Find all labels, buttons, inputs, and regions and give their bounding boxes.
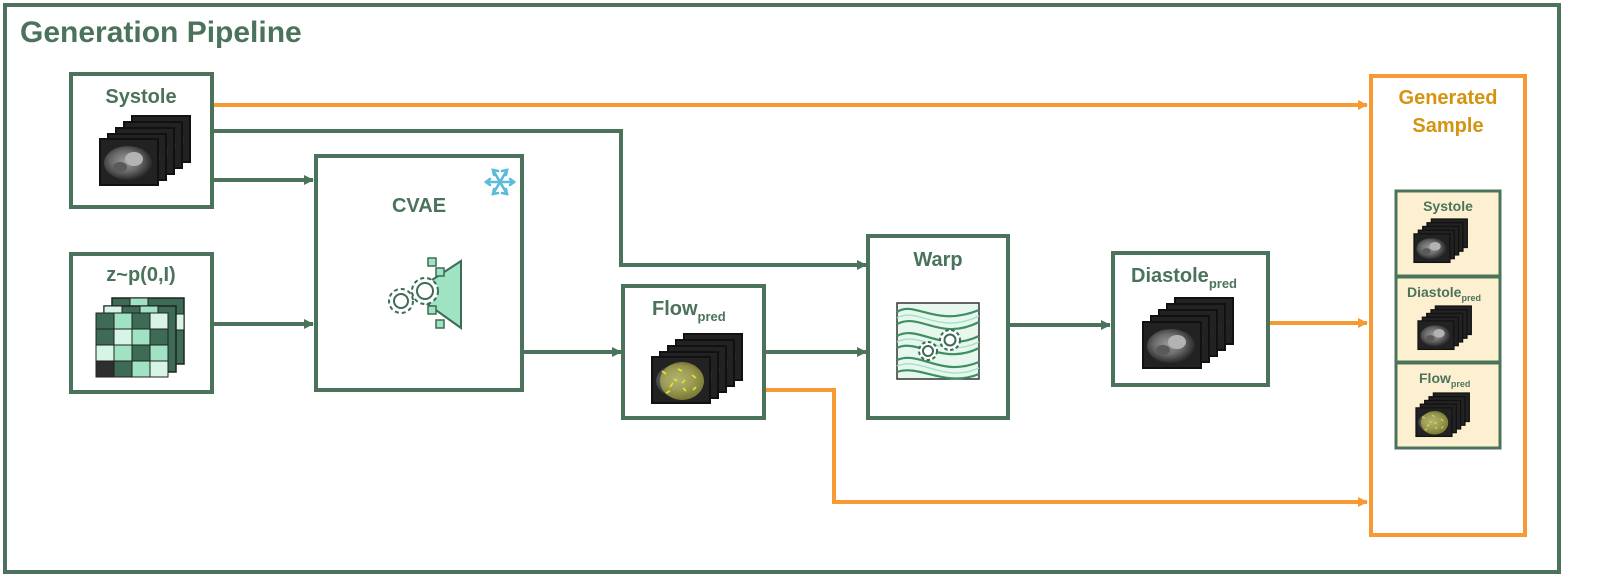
diastole-label: Diastolepred xyxy=(1131,265,1237,291)
cvae-label: CVAE xyxy=(392,195,446,217)
sample-item-diastole: Diastolepred xyxy=(1394,275,1502,364)
flow-node: Flowpred xyxy=(621,284,766,420)
sample-item-label: Flowpred xyxy=(1419,370,1470,389)
noise-label: z~p(0,I) xyxy=(106,264,175,286)
latent-grid xyxy=(95,312,169,378)
warp-node: Warp xyxy=(866,234,1010,420)
noise-node: z~p(0,I) xyxy=(69,252,214,394)
pipeline-title: Generation Pipeline xyxy=(20,16,302,49)
generated-sample-label-line2: Sample xyxy=(1412,115,1483,137)
model-gears-icon xyxy=(388,257,462,330)
latent-grid-stack xyxy=(95,297,185,378)
diastole-node: Diastolepred xyxy=(1111,251,1270,387)
sample-item-flow: Flowpred xyxy=(1394,361,1502,450)
cvae-node: CVAE xyxy=(314,154,524,392)
arrows xyxy=(212,100,1368,507)
generated-sample-node: Generated Sample Systole Diastolepred xyxy=(1369,74,1527,537)
systole-label: Systole xyxy=(105,86,176,108)
arrow-flow-to-sample xyxy=(764,388,1368,507)
sample-item-label: Diastolepred xyxy=(1407,284,1481,303)
generated-sample-label-line1: Generated xyxy=(1399,87,1498,109)
pipeline-frame xyxy=(3,3,1561,574)
arrow-systole-to-warp xyxy=(212,129,867,270)
sample-item-systole: Systole xyxy=(1394,189,1502,278)
sample-item-label: Systole xyxy=(1423,198,1473,214)
flow-label: Flowpred xyxy=(652,298,726,324)
warp-field-icon xyxy=(896,302,980,380)
snowflake-icon xyxy=(483,168,517,196)
warp-label: Warp xyxy=(913,249,962,271)
systole-node: Systole xyxy=(69,72,214,209)
